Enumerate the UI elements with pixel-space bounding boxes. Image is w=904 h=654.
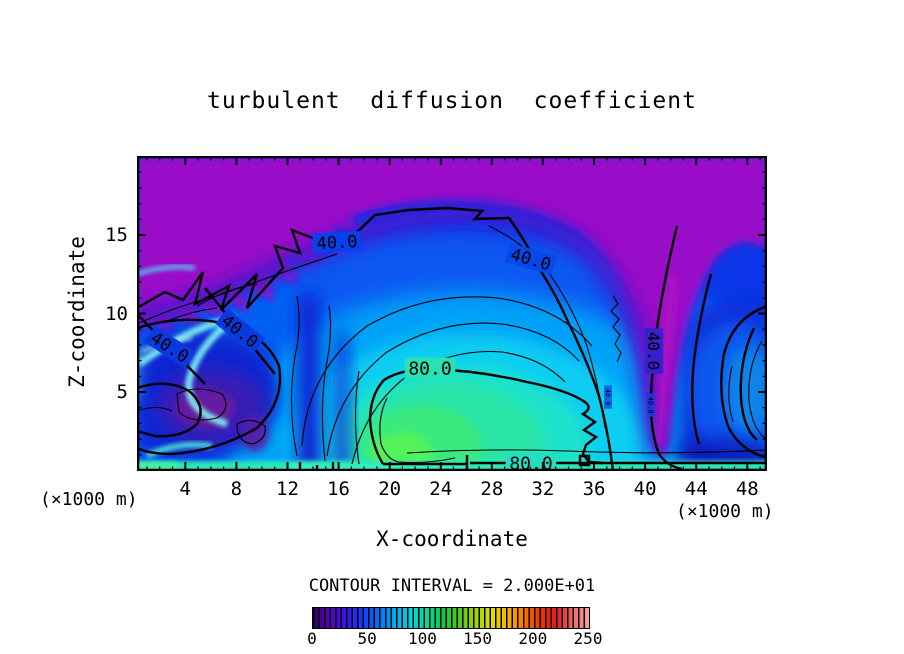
colorbar-tick-label: 100 [407,629,437,648]
x-tick-label: 36 [582,478,606,500]
x-tick-label: 24 [429,478,453,500]
contour-label: 40.0 [644,332,663,371]
plot-frame [137,156,767,471]
x-tick-label: 28 [480,478,504,500]
contour-label: 40.0 [603,389,611,406]
contour-interval-label: CONTOUR INTERVAL = 2.000E+01 [308,576,596,596]
x-tick-label: 16 [327,478,350,500]
x-tick-label: 4 [179,478,191,500]
contour-label: 80.0 [408,358,451,379]
y-tick-label: 15 [105,224,128,246]
x-tick-label: 44 [684,478,708,500]
colorbar-tick-label: 150 [463,629,493,648]
x-tick-label: 40 [633,478,657,500]
y-tick-label: 10 [105,302,128,325]
x-axis-unit-right: (×1000 m) [676,501,774,522]
colorbar-tick-label: 50 [357,629,377,648]
contour-label: 40.0 [646,397,654,414]
contour-value-labels: 40.040.040.040.0 40.080.080.040.040.0 [144,230,663,471]
x-tick-label: 8 [230,478,243,500]
colorbar-tick-label: 250 [573,629,603,648]
contour-label: 80.0 [509,453,552,471]
y-tick-label: 5 [116,381,128,403]
colorbar [312,607,590,629]
x-tick-label: 32 [531,478,555,500]
chart-title: turbulent diffusion coefficient [207,88,697,114]
x-axis-unit-left: (×1000 m) [40,489,138,510]
x-axis-label: X-coordinate [376,527,528,551]
contour-plot: 40.040.040.040.0 40.080.080.040.040.0 [137,156,767,471]
contour-label: 40.0 [316,232,358,254]
colorbar-tick-label: 0 [307,629,317,648]
colorbar-tick-label: 200 [518,629,548,648]
x-tick-label: 20 [378,478,402,500]
x-tick-label: 12 [276,478,299,500]
colorbar-gradient [313,608,589,628]
x-tick-label: 48 [735,478,759,500]
